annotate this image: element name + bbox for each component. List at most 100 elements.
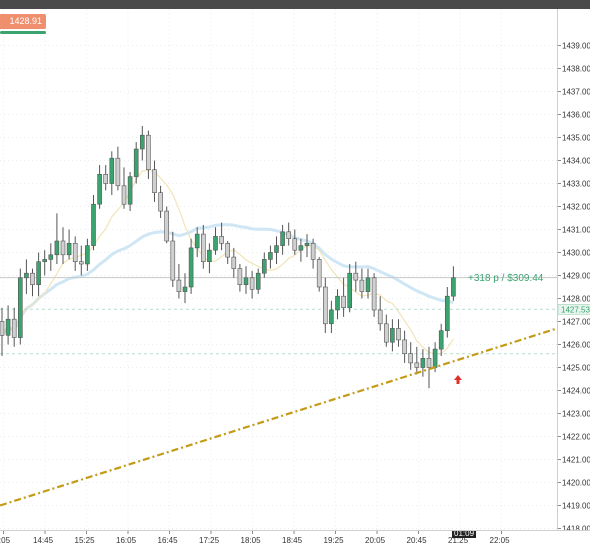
- candle: [115, 146, 121, 191]
- candle-body: [451, 277, 456, 297]
- current-price-badge[interactable]: 1428.91: [0, 14, 46, 29]
- candle-body: [97, 174, 102, 205]
- candle-body: [182, 286, 188, 292]
- candle: [396, 319, 401, 347]
- candle: [286, 222, 292, 246]
- candle-body: [176, 279, 182, 292]
- candle: [66, 229, 72, 260]
- candle: [402, 330, 407, 363]
- candle-body: [286, 231, 292, 240]
- candle: [182, 273, 188, 304]
- candle: [42, 250, 48, 276]
- candle: [54, 213, 60, 264]
- candle: [371, 273, 377, 317]
- window-top-bar: [0, 0, 590, 9]
- support-trendline: [0, 327, 558, 507]
- candle-body: [164, 210, 169, 242]
- candle: [17, 268, 23, 345]
- candle: [194, 227, 200, 258]
- slow-moving-average-line: [0, 223, 454, 337]
- candle: [133, 142, 139, 184]
- candle: [146, 130, 151, 179]
- time-tick-label: 17:25: [199, 536, 220, 545]
- candle: [152, 160, 157, 202]
- candle: [322, 277, 328, 333]
- candle-body: [420, 357, 426, 368]
- time-tick-label: 20:05: [365, 536, 386, 545]
- candle: [304, 234, 310, 258]
- time-axis-scale: 14:05 14:45 15:25 16:05 16:45 17:25 18:05 18:45…: [0, 528, 510, 545]
- candle: [292, 229, 298, 255]
- candle-body: [414, 362, 420, 368]
- price-tick-label: 1424.00: [562, 387, 590, 396]
- candle-body: [310, 243, 316, 260]
- candle: [261, 252, 267, 278]
- candle-body: [146, 134, 151, 170]
- candle-body: [91, 203, 96, 246]
- candle: [310, 238, 316, 269]
- candle: [91, 195, 96, 251]
- bar-countdown-badge: [452, 528, 476, 538]
- candle-body: [249, 277, 255, 290]
- price-tick-label: 1428.00: [562, 295, 590, 304]
- candle-body: [316, 259, 322, 288]
- candle: [60, 227, 66, 264]
- time-axis[interactable]: 14:05 14:45 15:25 16:05 16:45 17:25 18:05 18:45…: [0, 528, 590, 549]
- candle-body: [255, 272, 261, 290]
- candle: [249, 270, 255, 299]
- annotation-layer: +318 p / $309.44: [454, 273, 544, 384]
- price-tick-label: 1434.00: [562, 157, 590, 166]
- candle: [341, 277, 346, 317]
- candle-body: [103, 174, 108, 184]
- trendline-layer: [0, 327, 558, 507]
- candle: [390, 319, 395, 352]
- price-tick-label: 1419.00: [562, 502, 590, 511]
- candle: [85, 238, 90, 271]
- price-tick-label: 1422.00: [562, 433, 590, 442]
- candle-body: [170, 240, 176, 281]
- candle: [316, 257, 322, 292]
- price-tick-label: 1421.00: [562, 456, 590, 465]
- candle-body: [121, 185, 127, 205]
- candle: [11, 307, 17, 347]
- price-tick-label: 1426.00: [562, 341, 590, 350]
- price-tick-label: 1425.00: [562, 364, 590, 373]
- candle-body: [402, 339, 407, 354]
- candle: [255, 268, 261, 294]
- candle: [444, 287, 450, 338]
- candle: [97, 165, 102, 209]
- chart-area[interactable]: +318 p / $309.44: [0, 9, 558, 530]
- candle-body: [408, 353, 414, 364]
- candle-body: [109, 157, 115, 184]
- price-tick-label: 1435.00: [562, 134, 590, 143]
- candle: [243, 266, 249, 294]
- candle-body: [30, 272, 35, 286]
- candle: [188, 238, 194, 294]
- price-tick-label: 1439.00: [562, 42, 590, 51]
- candle-body: [243, 277, 249, 285]
- candle-body: [292, 238, 298, 251]
- candle: [329, 300, 334, 333]
- candle-body: [322, 286, 328, 325]
- candle-body: [207, 249, 212, 262]
- candle: [347, 264, 353, 313]
- candle: [164, 206, 169, 244]
- candle-body: [48, 254, 54, 260]
- price-chart[interactable]: +318 p / $309.44: [0, 9, 558, 530]
- candle: [231, 247, 237, 278]
- candle-body: [5, 318, 11, 336]
- time-tick-label: 15:25: [75, 536, 96, 545]
- price-axis-scale: 1418.00 1419.00 1420.00 1421.00 1422.00 1423.…: [557, 42, 590, 534]
- price-tick-label: 1433.00: [562, 180, 590, 189]
- candle-body: [396, 328, 401, 341]
- candle-body: [444, 295, 450, 332]
- price-axis[interactable]: 1418.00 1419.00 1420.00 1421.00 1422.00 1423.…: [557, 9, 590, 534]
- candle: [5, 305, 11, 345]
- candle-body: [268, 252, 273, 260]
- candle-body: [72, 243, 78, 263]
- price-tick-label: 1429.00: [562, 272, 590, 281]
- candle-body: [194, 233, 200, 249]
- price-tick-label: 1418.00: [562, 525, 590, 531]
- candle: [109, 151, 115, 195]
- time-tick-label: 14:45: [33, 536, 54, 545]
